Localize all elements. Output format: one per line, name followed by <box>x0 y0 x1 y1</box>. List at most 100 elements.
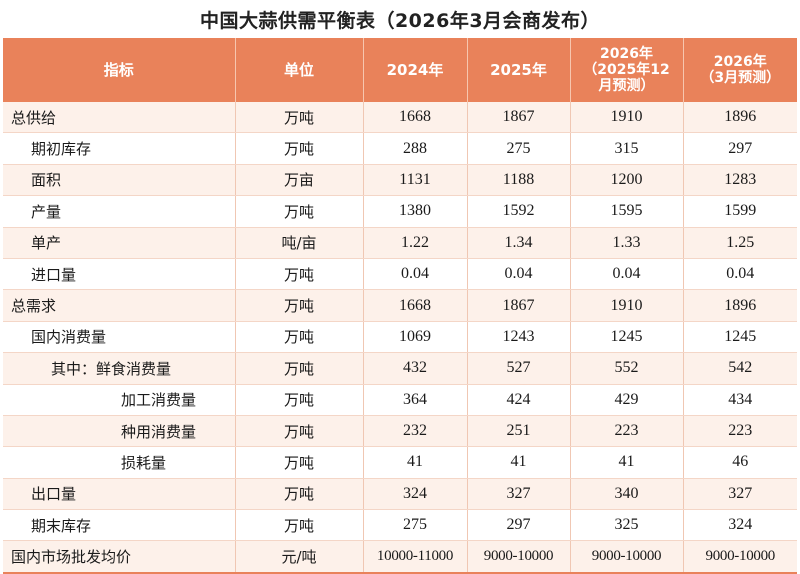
header-row: 指标 单位 2024年 2025年 2026年 （2025年12 月预测） 20… <box>3 38 797 102</box>
row-indicator: 总需求 <box>3 289 236 322</box>
header-2026-mar-forecast: 2026年 （3月预测） <box>683 38 797 102</box>
row-unit: 万吨 <box>235 509 364 542</box>
row-indicator: 国内市场批发均价 <box>3 540 236 574</box>
header-unit: 单位 <box>235 38 364 102</box>
row-unit: 万吨 <box>235 446 364 479</box>
row-value-2024: 1131 <box>363 164 468 197</box>
table-row: 国内市场批发均价 元/吨 10000-11000 9000-10000 9000… <box>3 540 797 574</box>
row-value-2026-mar: 46 <box>683 446 797 479</box>
row-value-2024: 10000-11000 <box>363 540 468 574</box>
row-value-2026-dec: 1595 <box>570 195 684 228</box>
row-value-2026-mar: 1896 <box>683 102 797 134</box>
row-value-2025: 275 <box>467 132 571 165</box>
row-value-2024: 275 <box>363 509 468 542</box>
row-unit: 万吨 <box>235 384 364 416</box>
row-value-2026-dec: 552 <box>570 352 684 385</box>
row-indicator: 面积 <box>3 164 236 197</box>
table-row: 加工消费量 万吨 364 424 429 434 <box>3 384 797 416</box>
table-row: 期末库存 万吨 275 297 325 324 <box>3 509 797 542</box>
row-unit: 万吨 <box>235 258 364 291</box>
row-unit: 万吨 <box>235 478 364 511</box>
row-value-2025: 1188 <box>467 164 571 197</box>
row-indicator: 产量 <box>3 195 236 228</box>
row-value-2026-dec: 9000-10000 <box>570 540 684 574</box>
row-value-2026-mar: 542 <box>683 352 797 385</box>
supply-demand-table: 指标 单位 2024年 2025年 2026年 （2025年12 月预测） 20… <box>3 38 797 574</box>
row-value-2026-dec: 1200 <box>570 164 684 197</box>
row-value-2026-mar: 1.25 <box>683 227 797 259</box>
row-value-2026-mar: 434 <box>683 384 797 416</box>
row-indicator: 期初库存 <box>3 132 236 165</box>
row-value-2026-mar: 9000-10000 <box>683 540 797 574</box>
row-indicator: 出口量 <box>3 478 236 511</box>
row-value-2024: 41 <box>363 446 468 479</box>
table-row: 总供给 万吨 1668 1867 1910 1896 <box>3 102 797 134</box>
row-unit: 万吨 <box>235 102 364 134</box>
header-2026-dec-forecast: 2026年 （2025年12 月预测） <box>570 38 684 102</box>
row-indicator: 单产 <box>3 227 236 259</box>
row-unit: 万吨 <box>235 195 364 228</box>
row-value-2025: 1243 <box>467 321 571 354</box>
row-value-2025: 424 <box>467 384 571 416</box>
row-value-2026-mar: 297 <box>683 132 797 165</box>
row-value-2024: 432 <box>363 352 468 385</box>
row-value-2024: 1069 <box>363 321 468 354</box>
header-2026-dec-line3: 月预测） <box>598 78 655 94</box>
row-unit: 万吨 <box>235 289 364 322</box>
row-value-2026-mar: 1896 <box>683 289 797 322</box>
row-indicator: 加工消费量 <box>3 384 236 416</box>
row-value-2025: 1592 <box>467 195 571 228</box>
row-value-2026-mar: 324 <box>683 509 797 542</box>
table-row: 出口量 万吨 324 327 340 327 <box>3 478 797 511</box>
row-value-2024: 324 <box>363 478 468 511</box>
row-value-2024: 232 <box>363 415 468 448</box>
row-value-2025: 327 <box>467 478 571 511</box>
row-indicator: 种用消费量 <box>3 415 236 448</box>
table-row: 种用消费量 万吨 232 251 223 223 <box>3 415 797 448</box>
row-unit: 吨/亩 <box>235 227 364 259</box>
table-row: 进口量 万吨 0.04 0.04 0.04 0.04 <box>3 258 797 291</box>
row-value-2026-dec: 1245 <box>570 321 684 354</box>
row-value-2026-dec: 429 <box>570 384 684 416</box>
row-value-2024: 288 <box>363 132 468 165</box>
table-row: 损耗量 万吨 41 41 41 46 <box>3 446 797 479</box>
table-row: 单产 吨/亩 1.22 1.34 1.33 1.25 <box>3 227 797 259</box>
table-row: 期初库存 万吨 288 275 315 297 <box>3 132 797 165</box>
row-value-2026-dec: 325 <box>570 509 684 542</box>
row-unit: 万亩 <box>235 164 364 197</box>
row-unit: 万吨 <box>235 132 364 165</box>
row-value-2026-dec: 1910 <box>570 102 684 134</box>
row-indicator: 总供给 <box>3 102 236 134</box>
row-indicator: 国内消费量 <box>3 321 236 354</box>
row-value-2026-dec: 0.04 <box>570 258 684 291</box>
table-row: 总需求 万吨 1668 1867 1910 1896 <box>3 289 797 322</box>
header-2025: 2025年 <box>467 38 571 102</box>
row-value-2024: 0.04 <box>363 258 468 291</box>
row-value-2024: 1.22 <box>363 227 468 259</box>
row-value-2025: 0.04 <box>467 258 571 291</box>
row-indicator: 损耗量 <box>3 446 236 479</box>
header-2024: 2024年 <box>363 38 468 102</box>
row-value-2024: 1380 <box>363 195 468 228</box>
row-value-2026-dec: 223 <box>570 415 684 448</box>
row-value-2026-dec: 340 <box>570 478 684 511</box>
header-2026-dec-line2: （2025年12 <box>583 62 670 78</box>
table-title: 中国大蒜供需平衡表（2026年3月会商发布） <box>199 10 601 32</box>
row-value-2025: 1.34 <box>467 227 571 259</box>
table-row: 其中：鲜食消费量 万吨 432 527 552 542 <box>3 352 797 385</box>
row-unit: 元/吨 <box>235 540 364 574</box>
row-value-2024: 1668 <box>363 289 468 322</box>
row-value-2026-dec: 1.33 <box>570 227 684 259</box>
row-value-2025: 251 <box>467 415 571 448</box>
row-value-2026-dec: 1910 <box>570 289 684 322</box>
table-row: 面积 万亩 1131 1188 1200 1283 <box>3 164 797 197</box>
row-value-2025: 1867 <box>467 289 571 322</box>
row-unit: 万吨 <box>235 321 364 354</box>
row-value-2026-mar: 1283 <box>683 164 797 197</box>
header-2026-mar-line2: （3月预测） <box>700 70 781 86</box>
row-value-2025: 297 <box>467 509 571 542</box>
row-indicator: 进口量 <box>3 258 236 291</box>
row-value-2025: 527 <box>467 352 571 385</box>
row-value-2026-dec: 315 <box>570 132 684 165</box>
table-row: 国内消费量 万吨 1069 1243 1245 1245 <box>3 321 797 354</box>
